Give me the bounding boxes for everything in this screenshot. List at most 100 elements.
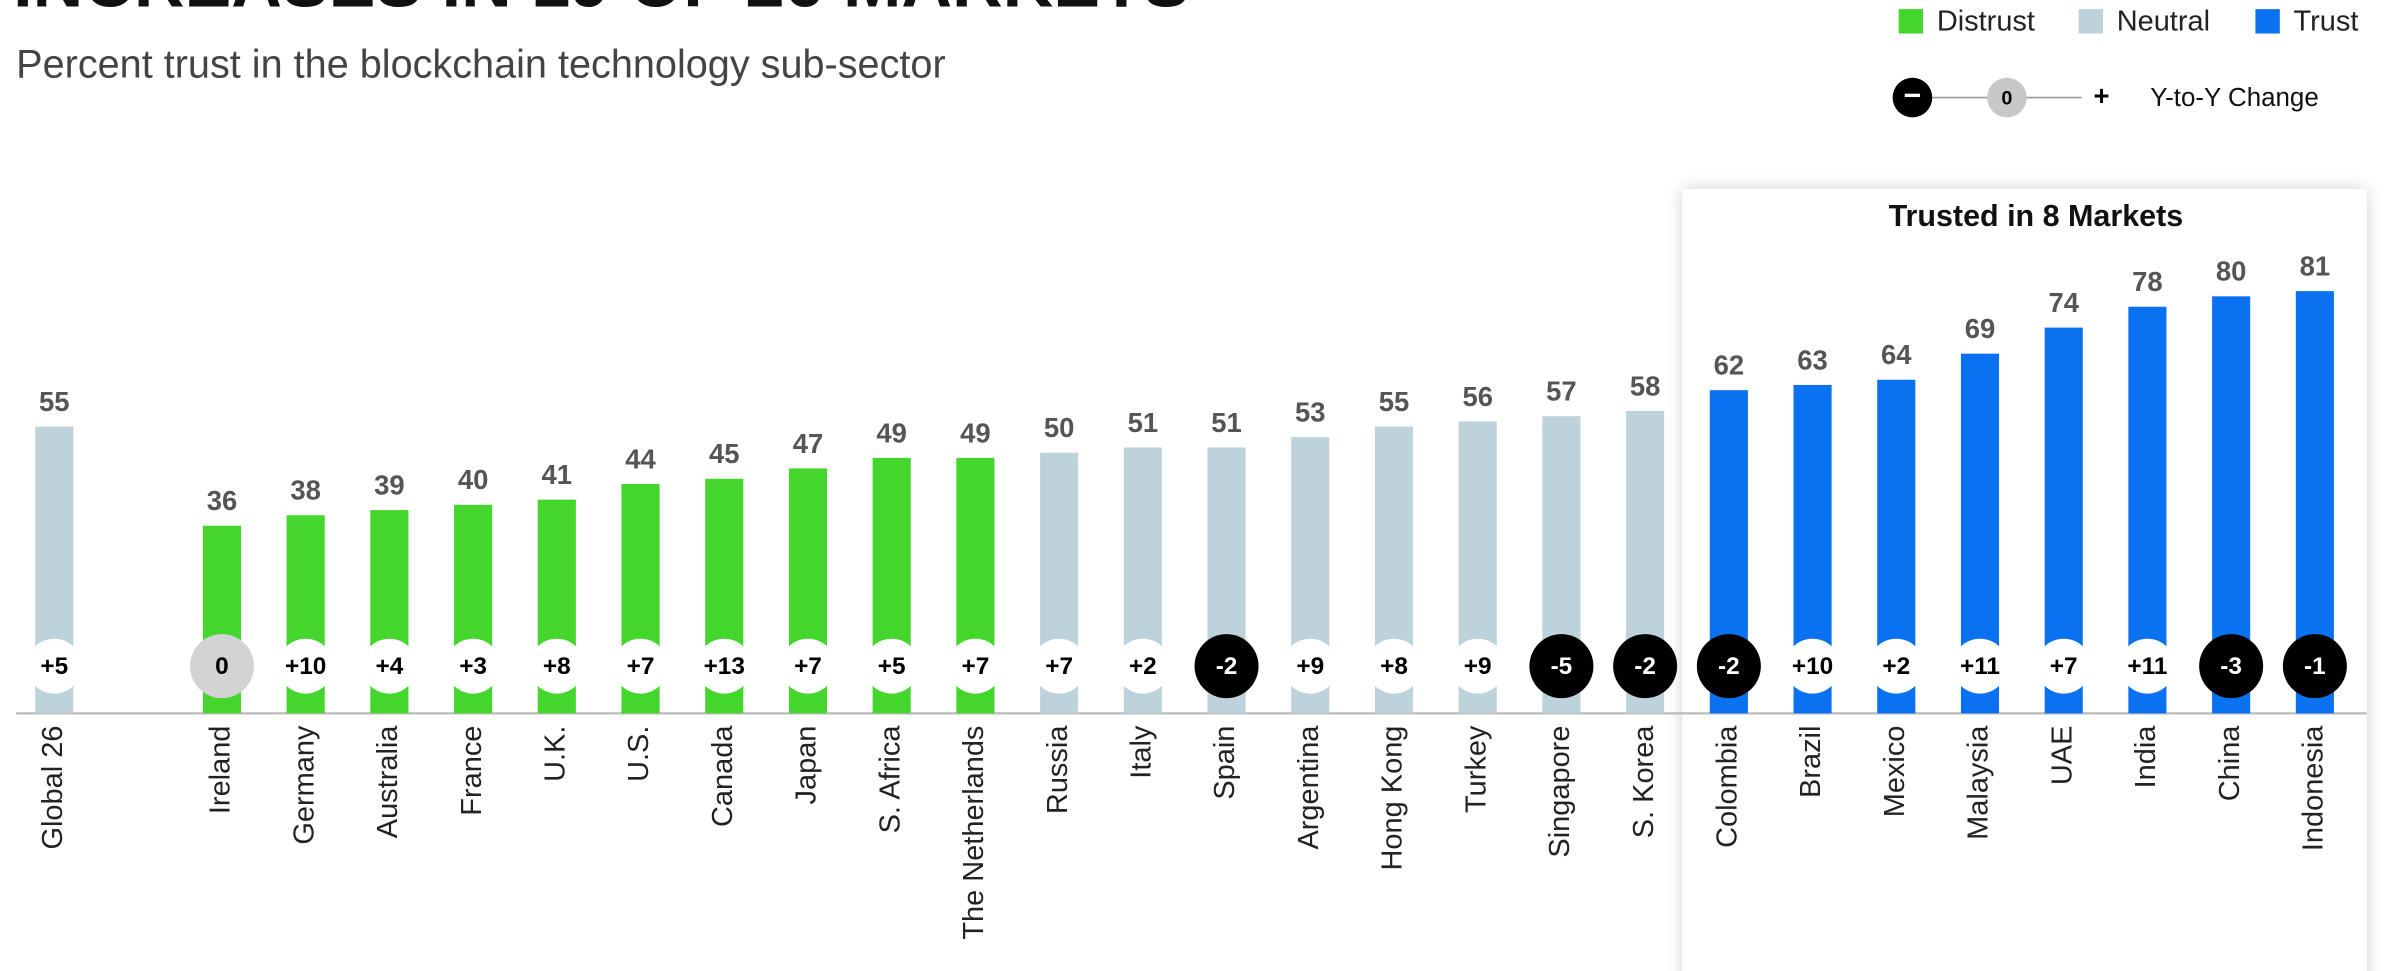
legend-plus-label: + xyxy=(2093,80,2109,111)
value-label: 78 xyxy=(2132,266,2163,297)
change-label: +7 xyxy=(1045,653,1073,680)
x-tick-label: Colombia xyxy=(1712,725,1744,848)
value-label: 55 xyxy=(1379,386,1410,417)
value-label: 45 xyxy=(709,438,740,469)
panel-title: Trusted in 8 Markets xyxy=(1889,199,2184,233)
value-label: 51 xyxy=(1211,407,1242,438)
change-label: -2 xyxy=(1718,653,1740,680)
change-marker xyxy=(1952,638,2008,694)
x-tick-label: Ireland xyxy=(205,726,237,815)
value-label: 63 xyxy=(1797,344,1828,375)
value-label: 41 xyxy=(542,459,573,490)
value-label: 81 xyxy=(2300,251,2331,282)
x-tick-label: China xyxy=(2214,725,2246,802)
x-tick-label: Australia xyxy=(372,725,404,839)
chart-title: INCREASES IN 19 OF 26 MARKETS xyxy=(13,0,1190,21)
value-label: 39 xyxy=(374,469,405,500)
chart-subtitle: Percent trust in the blockchain technolo… xyxy=(16,43,946,87)
value-label: 55 xyxy=(39,386,70,417)
change-marker xyxy=(1529,634,1594,699)
change-marker xyxy=(1785,638,1841,694)
change-marker xyxy=(2199,634,2264,699)
change-marker xyxy=(2282,634,2347,699)
change-marker xyxy=(1450,638,1506,694)
x-tick-label: Global 26 xyxy=(37,726,69,850)
legend-zero xyxy=(1987,77,2027,118)
value-label: 57 xyxy=(1546,376,1577,407)
change-marker xyxy=(780,638,836,694)
value-label: 38 xyxy=(290,475,321,506)
change-label: +7 xyxy=(2050,653,2078,680)
x-tick-label: S. Africa xyxy=(874,725,906,834)
change-label: +7 xyxy=(627,653,655,680)
change-label: +11 xyxy=(2127,653,2167,680)
change-marker xyxy=(529,638,585,694)
change-marker xyxy=(947,638,1003,694)
change-marker xyxy=(1115,638,1171,694)
legend-label: Distrust xyxy=(1937,6,2035,38)
change-marker xyxy=(278,638,334,694)
legend-change-label: Y-to-Y Change xyxy=(2150,84,2319,112)
value-label: 74 xyxy=(2048,287,2079,318)
change-marker xyxy=(445,638,501,694)
change-marker xyxy=(696,638,752,694)
legend-label: Neutral xyxy=(2117,6,2210,38)
value-label: 62 xyxy=(1714,350,1745,381)
change-marker xyxy=(613,638,668,694)
change-marker xyxy=(864,638,920,694)
legend-swatch xyxy=(2078,9,2103,34)
change-marker xyxy=(1868,638,1924,694)
value-label: 36 xyxy=(207,485,238,516)
x-tick-label: U.S. xyxy=(623,726,655,782)
change-marker xyxy=(1282,638,1338,694)
change-label: +2 xyxy=(1882,653,1910,680)
value-label: 80 xyxy=(2216,256,2247,287)
change-label: -1 xyxy=(2304,653,2326,680)
change-label: -2 xyxy=(1216,653,1238,680)
change-marker xyxy=(361,638,417,694)
value-label: 56 xyxy=(1462,381,1493,412)
change-label: +5 xyxy=(40,653,68,680)
x-tick-label: The Netherlands xyxy=(958,726,990,940)
x-tick-label: Italy xyxy=(1125,725,1157,779)
change-marker xyxy=(1366,638,1422,694)
value-label: 64 xyxy=(1881,339,1912,370)
x-tick-label: S. Korea xyxy=(1628,725,1660,839)
x-tick-label: Russia xyxy=(1042,725,1074,814)
x-tick-label: Argentina xyxy=(1293,725,1325,850)
x-tick-label: France xyxy=(456,726,488,816)
value-label: 69 xyxy=(1965,313,1996,344)
legend-swatch xyxy=(1898,9,1924,34)
change-marker xyxy=(1696,634,1761,699)
x-tick-label: Spain xyxy=(1209,726,1241,800)
x-tick-label: Mexico xyxy=(1879,726,1911,818)
x-tick-label: Brazil xyxy=(1795,726,1827,798)
value-label: 51 xyxy=(1128,407,1159,438)
change-marker xyxy=(2036,638,2092,694)
change-label: 0 xyxy=(215,653,229,680)
x-tick-label: Hong Kong xyxy=(1377,726,1409,871)
x-tick-label: U.K. xyxy=(539,726,571,782)
change-marker xyxy=(1613,634,1678,699)
value-label: 53 xyxy=(1295,396,1326,427)
value-label: 58 xyxy=(1630,370,1661,401)
change-label: -3 xyxy=(2220,653,2242,680)
x-tick-label: Malaysia xyxy=(1963,725,1995,840)
change-label: +4 xyxy=(375,653,403,680)
change-label: +9 xyxy=(1464,653,1492,680)
change-marker xyxy=(26,638,82,694)
value-label: 50 xyxy=(1044,412,1075,443)
change-marker xyxy=(1194,634,1259,699)
x-tick-label: Japan xyxy=(791,726,823,805)
legend-zero-label: 0 xyxy=(2001,87,2012,109)
change-label: +8 xyxy=(543,653,571,680)
value-label: 47 xyxy=(793,428,824,459)
x-tick-label: India xyxy=(2130,725,2162,789)
legend-label: Trust xyxy=(2294,6,2359,38)
legend-minus-label: − xyxy=(1904,79,1922,113)
change-label: +9 xyxy=(1296,653,1324,680)
value-label: 44 xyxy=(625,443,656,474)
x-tick-label: Canada xyxy=(707,725,739,827)
change-label: +13 xyxy=(704,653,745,680)
